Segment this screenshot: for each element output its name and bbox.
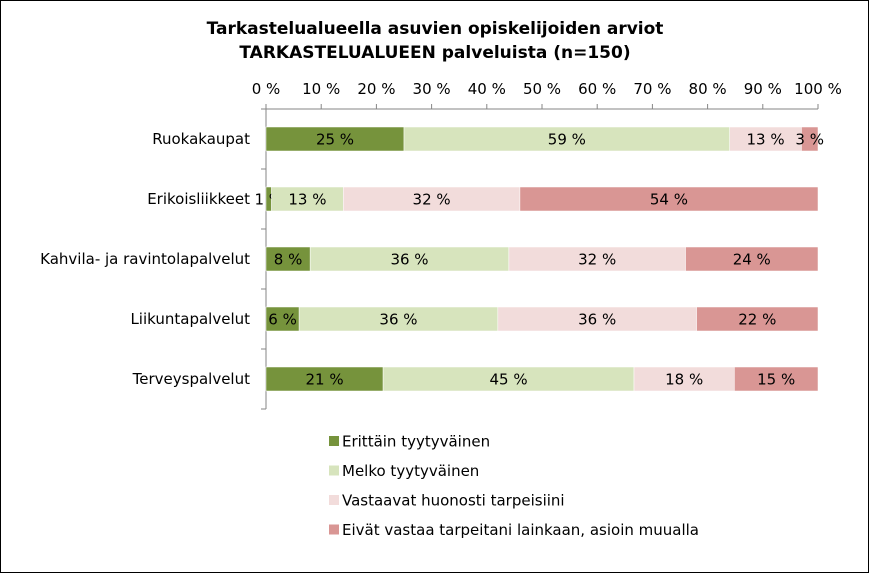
legend-label: Erittäin tyytyväinen [342,433,490,451]
x-tick-label: 100 % [794,80,842,98]
legend-swatch [329,465,339,476]
data-label: 6 % [268,311,297,329]
data-label: 13 % [288,191,326,209]
data-label: 36 % [578,311,616,329]
axis-layer: 0 % 10 % 20 % 30 % 40 % 50 % 60 % 70 % 80 % 90 % 1… [40,80,842,410]
data-label: 8 % [274,251,303,269]
data-label: 36 % [390,251,428,269]
bar-segment [729,126,802,152]
x-tick-label: 10 % [302,80,340,98]
bar-segment [343,186,521,212]
data-label: 22 % [738,311,776,329]
legend-label: Eivät vastaa tarpeitani lainkaan, asioin… [342,521,699,539]
bar-segment [685,246,819,272]
bar-segment [298,306,499,332]
bar-segment [265,366,384,392]
category-label: Ruokakaupat [152,130,250,148]
data-label: 13 % [747,131,785,149]
data-label: 25 % [316,131,354,149]
legend-swatch [329,495,339,505]
bars-layer: 25 % 59 % 13 % 3 %1 % 13 % 32 % 54 %8 % 36 % 32 … [254,126,824,392]
data-label: 3 % [795,131,824,149]
bar-segment [734,366,819,392]
bar-segment [801,126,819,152]
legend-swatch [329,436,339,446]
x-tick-label: 60 % [578,80,616,98]
legend-swatch [329,524,339,535]
legend-label: Melko tyytyväinen [342,462,479,480]
bar-segment [519,186,819,212]
x-tick-label: 40 % [468,80,506,98]
bar-segment [271,186,344,212]
data-label: 45 % [489,371,527,389]
bar-segment [508,246,686,272]
data-label: 21 % [305,371,343,389]
x-tick-label: 0 % [252,80,281,98]
data-label: 15 % [757,371,795,389]
x-tick-label: 30 % [413,80,451,98]
data-label: 59 % [548,131,586,149]
bar-segment [403,126,730,152]
category-label: Liikuntapalvelut [130,310,250,328]
data-label: 54 % [650,191,688,209]
x-tick-label: 90 % [744,80,782,98]
legend: Erittäin tyytyväinen Melko tyytyväinen Vas… [329,433,699,539]
x-tick-label: 20 % [357,80,395,98]
bar-segment [265,246,311,272]
data-label: 36 % [379,311,417,329]
data-label: 32 % [413,191,451,209]
bar-segment [309,246,510,272]
legend-label: Vastaavat huonosti tarpeisiini [342,492,565,510]
x-tick-label: 50 % [523,80,561,98]
x-tick-label: 70 % [633,80,671,98]
category-label: Erikoisliikkeet [147,190,250,208]
data-label: 18 % [665,371,703,389]
category-label: Kahvila- ja ravintolapalvelut [40,250,250,268]
data-label: 24 % [733,251,771,269]
bar-segment [265,126,405,152]
category-label: Terveyspalvelut [132,370,250,388]
bar-segment [696,306,819,332]
x-tick-label: 80 % [689,80,727,98]
chart-title-line-2: TARKASTELUALUEEN palveluista (n=150) [239,43,630,63]
chart-title-line-1: Tarkastelualueella asuvien opiskelijoide… [207,19,664,39]
data-label: 32 % [578,251,616,269]
bar-segment [382,366,635,392]
